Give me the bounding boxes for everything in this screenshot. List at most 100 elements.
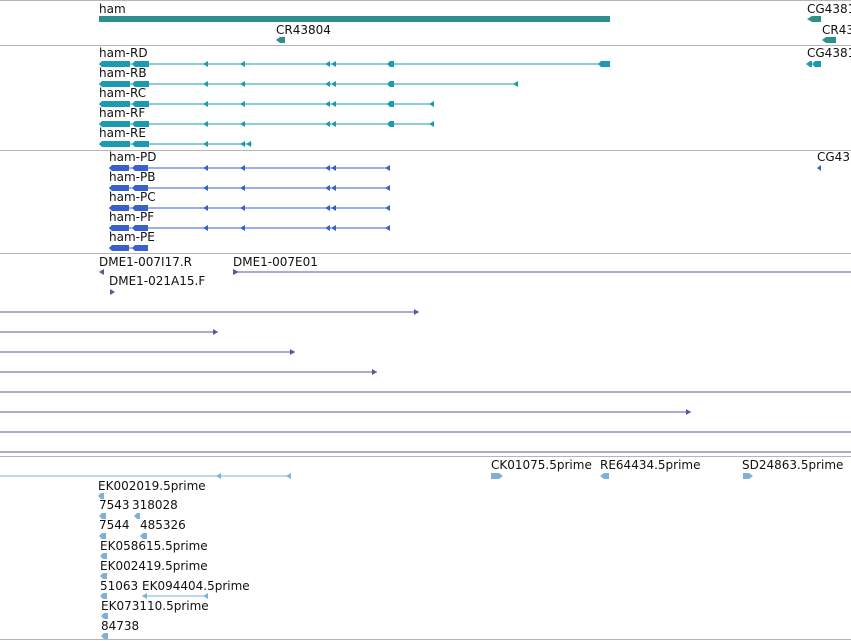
gene-feature-cr43[interactable] <box>822 37 836 43</box>
clone-read-3-arrow <box>290 349 295 355</box>
gene-label-cr43: CR43 <box>822 23 851 37</box>
est-ek094404-arrow-b <box>203 593 208 599</box>
ham-rb-arrow-tail <box>513 81 518 87</box>
transcript-label-ham-rd: ham-RD <box>99 46 148 60</box>
transcript-model-ham-rf[interactable] <box>99 121 434 127</box>
ham-pd-arrow-4 <box>331 165 336 171</box>
ham-rf-arrow-4 <box>331 121 336 127</box>
est-glyph-84738 <box>101 633 108 639</box>
gene-label-ham: ham <box>99 2 126 16</box>
protein-track: ham-PD ham-PB ham-PC ham-PF ham-PE CG43 <box>109 150 850 251</box>
est-feature-ek073110[interactable] <box>101 613 108 619</box>
est-glyph-ek058615 <box>100 553 107 559</box>
transcript-track: ham-RD ham-RB ham-RC ham-RF ham-RE CG438… <box>99 46 851 147</box>
clone-label-dme1-007e01: DME1-007E01 <box>233 255 318 269</box>
est-glyph-51063 <box>100 593 107 599</box>
transcript-feature-cg4381-b[interactable] <box>812 61 821 67</box>
gene-feature-cg4381[interactable] <box>807 16 821 22</box>
est-feature-ek094404[interactable] <box>142 593 208 599</box>
clone-track: DME1-007I17.R DME1-007E01 DME1-021A15.F <box>0 255 851 453</box>
clone-read-4[interactable] <box>0 369 377 375</box>
transcript-label-ham-re: ham-RE <box>99 126 146 140</box>
protein-model-ham-pb[interactable] <box>109 185 390 191</box>
est-glyph-318028 <box>134 513 140 519</box>
est-label-ek094404: EK094404.5prime <box>142 579 250 593</box>
ham-pf-segment-1 <box>109 225 129 231</box>
ham-re-exon-1 <box>99 141 130 147</box>
ham-pb-arrow-1 <box>203 185 208 191</box>
est-track: CK01075.5prime RE64434.5prime SD24863.5p… <box>0 458 843 639</box>
gene-feature-ham[interactable] <box>99 16 610 22</box>
ham-pc-segment-2 <box>132 205 148 211</box>
ham-pf-arrow-2 <box>240 225 245 231</box>
ham-rf-exon-1 <box>99 121 130 127</box>
est-feature-7544[interactable] <box>99 533 106 539</box>
clone-label-dme1-007i17: DME1-007I17.R <box>99 255 192 269</box>
transcript-model-ham-rd[interactable] <box>99 61 610 67</box>
clone-read-1[interactable] <box>0 309 419 315</box>
ham-pb-arrow-2 <box>240 185 245 191</box>
clone-read-1-arrow <box>414 309 419 315</box>
ham-pc-segment-1 <box>109 205 129 211</box>
est-feature-485326[interactable] <box>140 533 147 539</box>
protein-feature-cg43[interactable] <box>817 165 821 171</box>
transcript-model-ham-rb[interactable] <box>99 81 518 87</box>
protein-label-cg43: CG43 <box>817 150 850 164</box>
protein-model-ham-pd[interactable] <box>109 165 390 171</box>
ham-rb-arrow-4 <box>331 81 336 87</box>
ham-pd-segment-2 <box>132 165 148 171</box>
clone-feature-dme1-021a15[interactable] <box>110 289 115 295</box>
clone-read-3[interactable] <box>0 349 295 355</box>
est-feature-ek002419[interactable] <box>100 573 107 579</box>
clone-read-2[interactable] <box>0 329 218 335</box>
ham-rc-arrow-3 <box>325 101 330 107</box>
ham-rd-arrow-2 <box>240 61 245 67</box>
est-feature-ek002019[interactable] <box>98 493 104 499</box>
est-feature-sd24863[interactable] <box>743 473 753 479</box>
est-feature-ek058615[interactable] <box>100 553 107 559</box>
est-label-485326: 485326 <box>140 518 186 532</box>
gene-feature-cr43804[interactable] <box>276 37 285 43</box>
clone-feature-dme1-007i17[interactable] <box>99 269 104 275</box>
ham-rf-arrow-6 <box>429 121 434 127</box>
est-feature-84738[interactable] <box>101 633 108 639</box>
ham-rf-exon-2 <box>132 121 149 127</box>
protein-model-ham-pc[interactable] <box>109 205 390 211</box>
ham-rb-arrow-2 <box>240 81 245 87</box>
clone-long-reads <box>0 309 851 453</box>
protein-model-ham-pf[interactable] <box>109 225 390 231</box>
est-feature-ck01075[interactable] <box>491 473 503 479</box>
est-glyph-7544 <box>99 533 106 539</box>
est-feature-318028[interactable] <box>134 513 140 519</box>
protein-label-ham-pc: ham-PC <box>109 190 156 204</box>
transcript-label-cg4381: CG4381 <box>807 46 851 60</box>
est-label-ek002019: EK002019.5prime <box>98 479 206 493</box>
clone-read-6-arrow <box>686 409 691 415</box>
est-glyph-ek073110 <box>101 613 108 619</box>
clone-read-6[interactable] <box>0 409 691 415</box>
ham-re-arrow-2 <box>240 141 245 147</box>
ham-rc-arrow-1 <box>203 101 208 107</box>
est-feature-7543[interactable] <box>99 513 106 519</box>
est-arrow-long-read-a <box>216 473 221 479</box>
ham-rb-arrow-3 <box>325 81 330 87</box>
ham-rc-exon-3 <box>387 101 394 107</box>
ham-rd-exon-1 <box>99 61 130 67</box>
transcript-feature-cg4381-a[interactable] <box>806 61 812 67</box>
ham-rb-exon-1 <box>99 81 130 87</box>
protein-label-ham-pe: ham-PE <box>109 230 155 244</box>
ham-pd-segment-1 <box>109 165 129 171</box>
est-feature-re64434[interactable] <box>600 473 609 479</box>
ham-rd-exon-2 <box>132 61 149 67</box>
transcript-model-ham-re[interactable] <box>99 141 252 147</box>
est-feature-51063[interactable] <box>100 593 107 599</box>
est-label-sd24863: SD24863.5prime <box>742 458 843 472</box>
est-ek094404-arrow-a <box>142 593 147 599</box>
est-label-84738: 84738 <box>101 619 139 633</box>
ham-pc-arrow-4 <box>331 205 336 211</box>
transcript-model-ham-rc[interactable] <box>99 101 434 107</box>
ham-rc-exon-1 <box>99 101 130 107</box>
est-small-features <box>98 493 208 639</box>
protein-model-ham-pe[interactable] <box>109 245 148 251</box>
